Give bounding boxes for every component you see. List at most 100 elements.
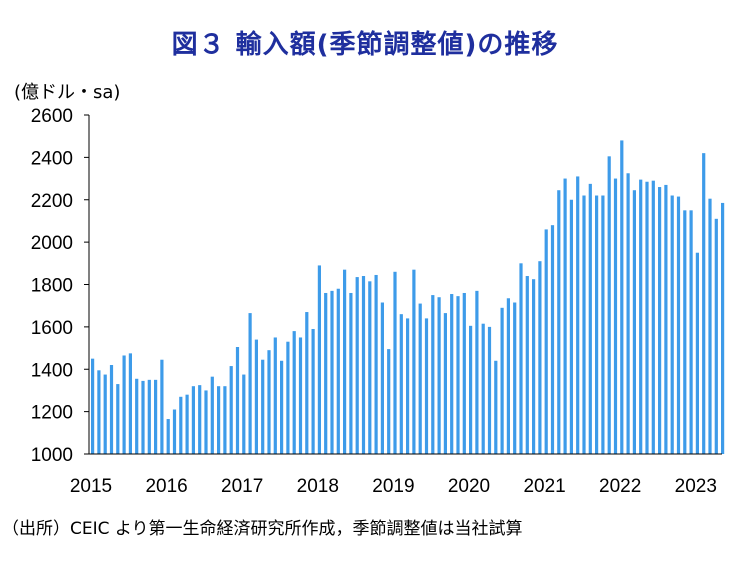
bar-47	[387, 349, 391, 454]
bar-23	[235, 347, 240, 454]
bar-51	[412, 269, 416, 454]
bar-2	[103, 374, 107, 454]
bar-45	[374, 274, 378, 454]
bar-94	[683, 210, 687, 454]
bar-60	[469, 325, 473, 454]
x-tick-label-2019: 2019	[372, 476, 414, 497]
bar-98	[708, 198, 712, 454]
bar-73	[550, 225, 555, 454]
bar-90	[658, 187, 662, 455]
bar-93	[676, 196, 681, 454]
bar-44	[368, 281, 372, 454]
bar-76	[569, 199, 573, 454]
bar-58	[456, 296, 460, 454]
bar-56	[443, 313, 447, 454]
bar-42	[355, 277, 359, 454]
bar-84	[620, 140, 624, 454]
bar-4	[116, 384, 120, 454]
bar-5	[122, 355, 126, 454]
bar-38	[330, 290, 334, 454]
y-tick-label-1800: 1800	[31, 276, 73, 297]
bar-series	[91, 140, 725, 455]
bar-48	[393, 271, 397, 454]
x-tick-label-2018: 2018	[297, 476, 339, 497]
bar-46	[380, 302, 384, 454]
bar-64	[494, 360, 498, 454]
bar-16	[191, 386, 195, 454]
x-tick-label-2022: 2022	[599, 476, 641, 497]
bar-14	[179, 396, 183, 454]
y-tick-label-2000: 2000	[31, 233, 73, 254]
bar-17	[198, 385, 202, 454]
bar-95	[689, 210, 693, 454]
bar-97	[702, 153, 706, 454]
y-tick-label-2400: 2400	[31, 148, 73, 169]
bar-1	[97, 370, 101, 454]
x-tick-label-2023: 2023	[675, 476, 717, 497]
bar-12	[166, 419, 170, 454]
bar-29	[273, 337, 277, 454]
bar-65	[500, 307, 504, 454]
x-tick-label-2015: 2015	[70, 476, 112, 497]
bar-15	[185, 394, 189, 454]
bar-68	[519, 263, 523, 454]
bar-81	[601, 195, 605, 454]
bar-89	[651, 180, 655, 454]
bar-8	[141, 380, 145, 454]
bar-99	[714, 218, 718, 454]
bar-96	[695, 252, 699, 454]
bar-54	[431, 295, 435, 454]
x-tick-label-2020: 2020	[448, 476, 490, 497]
x-tick-label-2021: 2021	[523, 476, 565, 497]
y-tick-label-1600: 1600	[31, 318, 73, 339]
bar-62	[481, 323, 485, 454]
bar-26	[254, 339, 258, 454]
bar-80	[595, 195, 599, 454]
bar-87	[639, 179, 643, 454]
chart-title: 図３ 輸入額(季節調整値)の推移	[171, 30, 559, 60]
bar-88	[645, 181, 649, 455]
bar-53	[424, 318, 429, 454]
bar-86	[632, 190, 636, 454]
y-tick-label-2600: 2600	[31, 106, 73, 127]
bar-34	[305, 312, 309, 454]
y-tick-label-1400: 1400	[31, 360, 73, 381]
bar-70	[532, 279, 536, 454]
bar-79	[588, 183, 592, 455]
bar-52	[418, 303, 422, 454]
x-tick-label-2016: 2016	[145, 476, 187, 497]
y-axis-unit-label: (億ドル・sa)	[14, 82, 121, 103]
bar-36	[317, 265, 321, 454]
bar-49	[399, 314, 403, 454]
bar-0	[91, 358, 95, 454]
bar-69	[525, 276, 529, 454]
y-tick-label-1000: 1000	[31, 445, 73, 466]
bar-6	[128, 353, 132, 454]
bar-83	[613, 178, 618, 454]
bar-66	[506, 298, 510, 454]
y-axis-ticks: 1000 1200 1400 1600 1800 2000 2200 2400 2600	[31, 106, 89, 466]
bar-91	[664, 184, 668, 455]
bar-25	[248, 313, 252, 454]
y-tick-label-2200: 2200	[31, 191, 73, 212]
bar-11	[160, 359, 164, 454]
bar-31	[286, 341, 290, 454]
bar-74	[557, 190, 561, 454]
bar-59	[462, 292, 466, 454]
bar-100	[721, 202, 725, 454]
bar-85	[626, 173, 630, 454]
bar-22	[229, 366, 233, 454]
x-tick-label-2017: 2017	[221, 476, 263, 497]
bar-13	[172, 409, 177, 454]
bar-92	[670, 195, 674, 454]
source-note: （出所）CEIC より第一生命経済研究所作成，季節調整値は当社試算	[2, 519, 523, 539]
bar-19	[210, 376, 214, 454]
bar-43	[361, 276, 366, 454]
bar-18	[204, 390, 208, 454]
bar-77	[576, 176, 580, 454]
bar-21	[223, 386, 227, 454]
bar-24	[242, 374, 246, 454]
bar-39	[336, 288, 340, 454]
bar-55	[437, 297, 441, 454]
bar-41	[349, 292, 353, 454]
